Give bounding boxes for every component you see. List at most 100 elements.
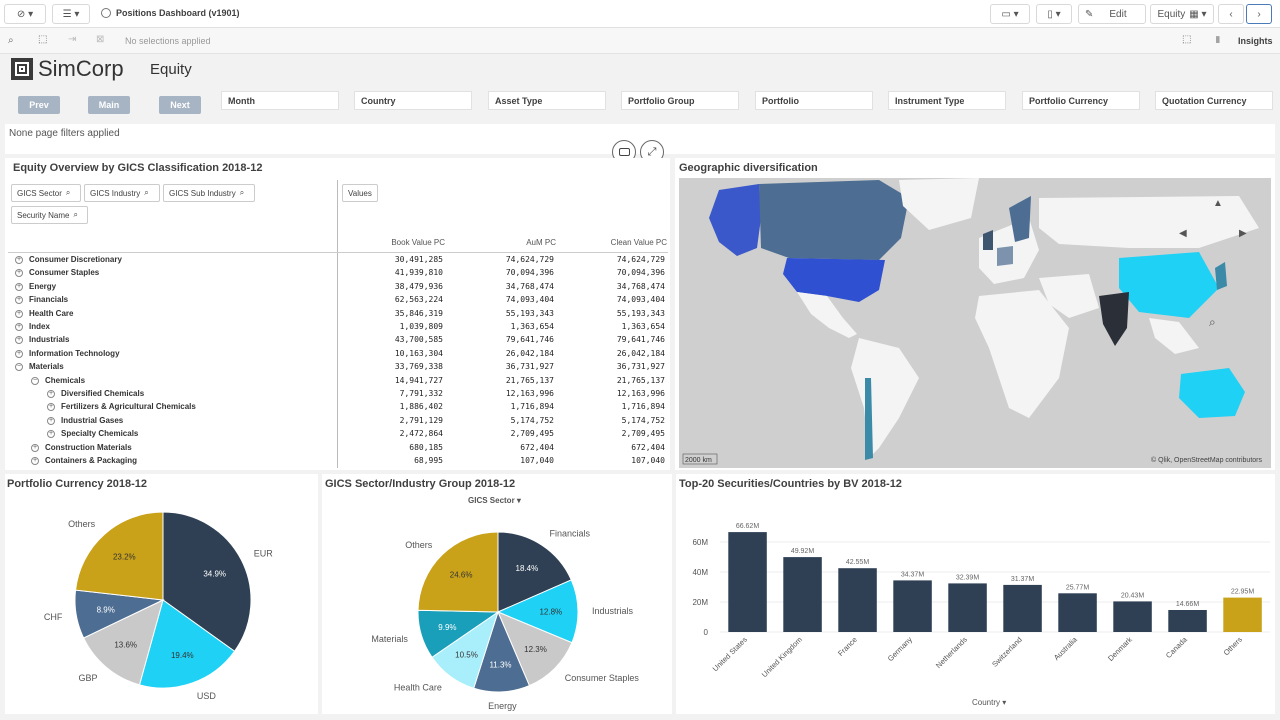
expand-icon[interactable]: + xyxy=(31,457,39,465)
table-row[interactable]: + Index 1,039,809 1,363,654 1,363,654 xyxy=(13,321,673,334)
pie-slice-others[interactable] xyxy=(417,531,499,613)
bar-value-label: 42.55M xyxy=(846,559,870,566)
world-map[interactable]: 2000 km © Qlik, OpenStreetMap contributo… xyxy=(679,178,1271,468)
top20-bar-chart[interactable]: 0 20M 40M 60M 66.62M United States 49.92M Unite… xyxy=(676,492,1275,714)
pie-slice-usd[interactable] xyxy=(138,599,236,689)
previous-sheet-button[interactable]: ‹ xyxy=(1218,4,1244,24)
expand-icon[interactable]: + xyxy=(15,336,23,345)
table-row[interactable]: + Health Care 35,846,319 55,193,343 55,193,3… xyxy=(13,308,673,321)
filter-asset-type[interactable]: Asset Type xyxy=(488,91,606,110)
pie-slice-eur[interactable] xyxy=(162,511,252,652)
col-header-clean-value[interactable]: Clean Value PC xyxy=(610,238,667,247)
table-row[interactable]: + Information Technology 10,163,304 26,042,… xyxy=(13,348,673,361)
sheet-menu-button[interactable]: Equity ▦ ▾ xyxy=(1150,4,1214,24)
bar-switzerland[interactable] xyxy=(1003,584,1042,632)
table-row[interactable]: + Industrials 43,700,585 79,641,746 79,641,7… xyxy=(13,334,673,347)
edit-button[interactable]: ✎ Edit xyxy=(1078,4,1146,24)
currency-pie-chart[interactable]: 34.9% EUR 19.4% USD 13.6% GBP 8.9% CHF 23.2% Othe… xyxy=(5,494,318,714)
bar-value-label: 20.43M xyxy=(1121,592,1145,599)
step-back-icon[interactable]: ⇥ xyxy=(68,34,77,45)
col-header-book-value[interactable]: Book Value PC xyxy=(391,238,445,247)
bar-canada[interactable] xyxy=(1168,610,1207,632)
smart-search-icon[interactable]: ⌕ xyxy=(8,35,14,46)
clear-all-icon[interactable]: ⊠ xyxy=(96,34,105,45)
dim-gics-sector-button[interactable]: GICS Sector ⌕ xyxy=(11,184,81,202)
table-row[interactable]: + Fertilizers & Agricultural Chemicals 1,8… xyxy=(13,401,673,414)
pie-slice-financials[interactable] xyxy=(497,531,572,613)
filter-portfolio[interactable]: Portfolio xyxy=(755,91,873,110)
insights-label[interactable]: Insights xyxy=(1238,36,1273,46)
row-label: Chemicals xyxy=(45,375,86,385)
dim-gics-sub-industry-button[interactable]: GICS Sub Industry ⌕ xyxy=(163,184,255,202)
filter-instrument-type[interactable]: Instrument Type xyxy=(888,91,1006,110)
insights-icon[interactable]: ⫴ xyxy=(1216,35,1220,45)
expand-icon[interactable]: + xyxy=(15,282,23,291)
collapse-icon[interactable]: − xyxy=(31,376,39,385)
bar-others[interactable] xyxy=(1223,597,1262,632)
prev-button[interactable]: Prev xyxy=(18,96,60,114)
pie-slice-others[interactable] xyxy=(75,511,164,601)
next-sheet-button[interactable]: › xyxy=(1246,4,1272,24)
table-row[interactable]: + Consumer Staples 41,939,810 70,094,396 70,… xyxy=(13,267,673,280)
bar-france[interactable] xyxy=(838,568,877,632)
app-title: Positions Dashboard (v1901) xyxy=(116,8,240,18)
table-row[interactable]: − Materials 33,769,338 36,731,927 36,731,927 xyxy=(13,361,673,374)
expand-icon[interactable]: + xyxy=(47,430,55,439)
search-icon: ⌕ xyxy=(144,188,149,197)
filter-portfolio-group[interactable]: Portfolio Group xyxy=(621,91,739,110)
table-row[interactable]: + Diversified Chemicals 7,791,332 12,163,99… xyxy=(13,388,673,401)
table-row[interactable]: + Specialty Chemicals 2,472,864 2,709,495 2,… xyxy=(13,428,673,441)
pie-category-label: Energy xyxy=(488,701,517,711)
table-row[interactable]: − Chemicals 14,941,727 21,765,137 21,765,137 xyxy=(13,375,673,388)
pie-slice-gbp[interactable] xyxy=(82,599,164,686)
bar-denmark[interactable] xyxy=(1113,601,1152,632)
map-region-australia xyxy=(1179,368,1245,418)
table-row[interactable]: + Consumer Discretionary 30,491,285 74,624,… xyxy=(13,254,673,267)
table-row[interactable]: + Energy 38,479,936 34,768,474 34,768,474 xyxy=(13,281,673,294)
app-menu-button[interactable]: ☰ ▾ xyxy=(52,4,90,24)
x-axis-selector[interactable]: Country ▾ xyxy=(972,698,1006,707)
pie-slice-consumer-staples[interactable] xyxy=(497,611,573,687)
currency-panel: Portfolio Currency 2018-12 34.9% EUR 19.4%… xyxy=(5,474,318,714)
gics-pie-chart[interactable]: 18.4% Financials 12.8% Industrials 12.3% Cons… xyxy=(322,494,672,714)
pie-slice-industrials[interactable] xyxy=(496,579,579,644)
table-row[interactable]: + Financials 62,563,224 74,093,404 74,093,40… xyxy=(13,294,673,307)
lasso-select-icon[interactable]: ⬚ xyxy=(38,34,48,45)
bar-united-kingdom[interactable] xyxy=(783,557,822,632)
collapse-icon[interactable]: − xyxy=(15,363,23,372)
pie-value-label: 34.9% xyxy=(203,570,226,579)
bookmark-button[interactable]: ▯ ▾ xyxy=(1036,4,1072,24)
bar-germany[interactable] xyxy=(893,580,932,632)
bar-value-label: 32.39M xyxy=(956,574,980,581)
bar-netherlands[interactable] xyxy=(948,583,987,632)
col-header-aum[interactable]: AuM PC xyxy=(526,238,556,247)
bar-australia[interactable] xyxy=(1058,593,1097,632)
table-row[interactable]: + Industrial Gases 2,791,129 5,174,752 5,174… xyxy=(13,415,673,428)
expand-icon[interactable]: + xyxy=(15,323,23,331)
filter-month[interactable]: Month xyxy=(221,91,339,110)
expand-icon[interactable]: + xyxy=(15,296,23,305)
values-button[interactable]: Values xyxy=(342,184,378,202)
expand-icon[interactable]: + xyxy=(47,390,55,398)
table-row[interactable]: + Containers & Packaging 68,995 107,040 107,… xyxy=(13,455,673,468)
expand-icon[interactable]: + xyxy=(15,269,23,278)
bar-united-states[interactable] xyxy=(728,532,767,632)
dim-gics-industry-button[interactable]: GICS Industry ⌕ xyxy=(84,184,160,202)
expand-icon[interactable]: + xyxy=(47,403,55,412)
expand-icon[interactable]: + xyxy=(15,256,23,264)
selection-tool-icon[interactable]: ⬚ xyxy=(1182,34,1192,45)
gics-dimension-selector[interactable]: GICS Sector ▾ xyxy=(468,496,521,505)
dim-security-name-button[interactable]: Security Name ⌕ xyxy=(11,206,88,224)
filter-country[interactable]: Country xyxy=(354,91,472,110)
expand-icon[interactable]: + xyxy=(47,416,55,425)
expand-icon[interactable]: + xyxy=(31,443,39,452)
expand-icon[interactable]: + xyxy=(15,309,23,318)
table-row[interactable]: + Construction Materials 680,185 672,404 672… xyxy=(13,442,673,455)
screen-mode-button[interactable]: ▭ ▾ xyxy=(990,4,1030,24)
next-button[interactable]: Next xyxy=(159,96,201,114)
global-menu-button[interactable]: ⊘ ▾ xyxy=(4,4,46,24)
filter-portfolio-currency[interactable]: Portfolio Currency xyxy=(1022,91,1140,110)
main-button[interactable]: Main xyxy=(88,96,130,114)
filter-quotation-currency[interactable]: Quotation Currency xyxy=(1155,91,1273,110)
expand-icon[interactable]: + xyxy=(15,349,23,358)
